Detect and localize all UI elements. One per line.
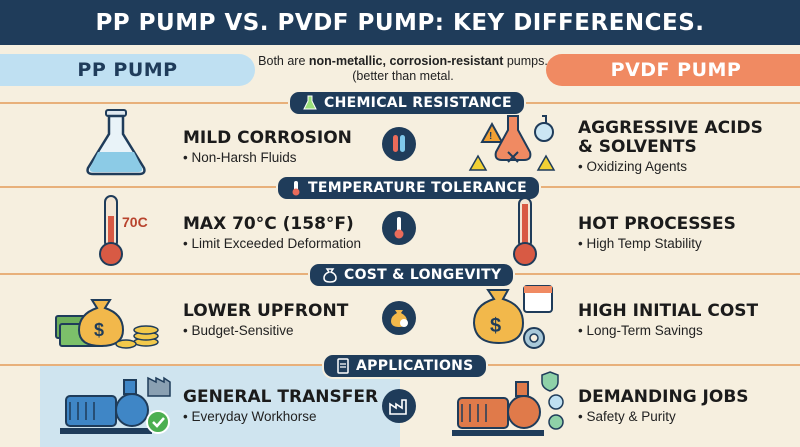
section-label-cost: COST & LONGEVITY [308, 262, 516, 288]
pvdf-chemical-sub: • Oxidizing Agents [578, 159, 688, 174]
money-bag-gear-icon: $ [472, 285, 553, 349]
section-label-chemical-text: CHEMICAL RESISTANCE [324, 95, 512, 111]
pvdf-temperature-title: HOT PROCESSES [578, 214, 736, 234]
section-label-temperature-text: TEMPERATURE TOLERANCE [308, 180, 527, 196]
money-icon: $ [55, 299, 159, 349]
pp-pump-icon [60, 376, 171, 434]
pp-temperature-sub: • Limit Exceeded Deformation [183, 236, 362, 251]
flask-icon [86, 109, 146, 176]
thermometer-icon [99, 195, 123, 266]
thermometer-center-icon [382, 211, 416, 245]
flask-small-icon [303, 95, 317, 110]
pvdf-cost-sub: • Long-Term Savings [578, 323, 703, 338]
pvdf-pump-pill: PVDF PUMP [546, 54, 800, 86]
pvdf-applications-sub: • Safety & Purity [578, 409, 676, 424]
pp-pump-pill: PP PUMP [0, 54, 255, 86]
section-label-cost-text: COST & LONGEVITY [344, 267, 502, 283]
svg-text:!: ! [489, 131, 492, 142]
pvdf-applications-title: DEMANDING JOBS [578, 387, 749, 407]
pp-temperature-title: MAX 70°C (158°F) [183, 214, 354, 234]
pp-cost-title: LOWER UPFRONT [183, 301, 349, 321]
section-label-applications: APPLICATIONS [322, 353, 488, 379]
pp-applications-title: GENERAL TRANSFER [183, 387, 379, 407]
pvdf-temperature-sub: • High Temp Stability [578, 236, 702, 251]
intro-bold: non-metallic, corrosion-resistant [308, 54, 504, 68]
pvdf-cost-title: HIGH INITIAL COST [578, 301, 759, 321]
page-header: PP PUMP VS. PVDF PUMP: KEY DIFFERENCES. [0, 0, 800, 45]
intro-prefix: Both are [258, 54, 309, 68]
acid-flasks-icon: ! [468, 115, 556, 171]
pp-applications-sub: • Everyday Workhorse [183, 409, 317, 424]
money-clock-icon [382, 301, 416, 335]
page-title: PP PUMP VS. PVDF PUMP: KEY DIFFERENCES. [95, 9, 705, 36]
section-label-applications-text: APPLICATIONS [356, 358, 474, 374]
intro-text: Both are non-metallic, corrosion-resista… [258, 54, 548, 84]
intro-suffix: pumps. (better than metal. [352, 54, 548, 83]
money-bag-small-icon [323, 268, 337, 283]
hot-thermometer-icon [513, 197, 537, 266]
thermometer-small-icon [292, 181, 300, 196]
svg-text:$: $ [490, 315, 501, 337]
pvdf-chemical-title-2: & SOLVENTS [578, 137, 697, 157]
section-label-chemical: CHEMICAL RESISTANCE [288, 90, 526, 116]
factory-icon [382, 389, 416, 423]
pp-cost-sub: • Budget-Sensitive [183, 323, 294, 338]
section-label-temperature: TEMPERATURE TOLERANCE [276, 175, 541, 201]
test-tubes-icon [382, 127, 416, 161]
document-small-icon [337, 358, 349, 374]
pvdf-chemical-title-1: AGGRESSIVE ACIDS [578, 118, 763, 138]
svg-text:$: $ [94, 320, 104, 340]
pvdf-pump-icon [452, 371, 564, 436]
pp-chemical-title: MILD CORROSION [183, 128, 352, 148]
thermometer-label: 70C [122, 214, 148, 230]
pp-chemical-sub: • Non-Harsh Fluids [183, 150, 297, 165]
